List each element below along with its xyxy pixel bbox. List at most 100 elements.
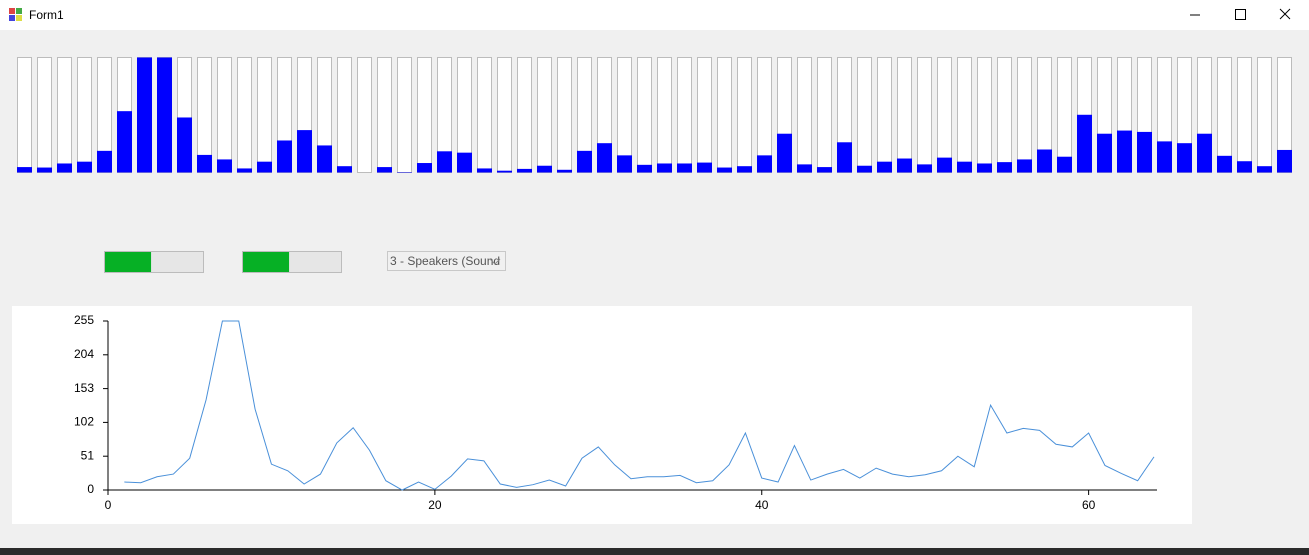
spectrum-bar	[137, 57, 152, 173]
y-tick-label: 204	[74, 347, 94, 361]
y-tick-label: 153	[74, 381, 94, 395]
spectrum-slot	[677, 57, 692, 173]
combo-arrow[interactable]	[489, 258, 501, 266]
spectrum-bar	[97, 150, 112, 173]
spectrum-slot	[357, 57, 372, 173]
spectrum-bar	[297, 130, 312, 173]
spectrum-bar	[37, 167, 52, 173]
x-tick-label: 40	[755, 498, 769, 512]
spectrum-slot	[337, 57, 352, 173]
spectrum-bar	[477, 168, 492, 173]
spectrum-slot	[797, 57, 812, 173]
spectrum-bar	[417, 163, 432, 173]
spectrum-slot	[377, 57, 392, 173]
spectrum-slot	[1057, 57, 1072, 173]
spectrum-slot	[817, 57, 832, 173]
spectrum-bar	[1117, 130, 1132, 173]
spectrum-slot	[257, 57, 272, 173]
spectrum-bar	[277, 140, 292, 173]
spectrum-slot	[857, 57, 872, 173]
spectrum-bar	[1077, 114, 1092, 173]
spectrum-bar	[1237, 161, 1252, 173]
maximize[interactable]	[1235, 9, 1246, 20]
close[interactable]	[1279, 8, 1291, 20]
spectrum-bar	[817, 167, 832, 173]
spectrum-slot	[1217, 57, 1232, 173]
spectrum-slot	[917, 57, 932, 173]
spectrum-slot	[737, 57, 752, 173]
spectrum-bar	[1197, 133, 1212, 173]
spectrum-slot	[57, 57, 72, 173]
spectrum-slot	[217, 57, 232, 173]
spectrum-bar	[737, 166, 752, 173]
spectrum-bar	[437, 151, 452, 173]
spectrum-slot	[1257, 57, 1272, 173]
spectrum-bar	[557, 169, 572, 173]
spectrum-bar	[697, 162, 712, 173]
spectrum-bar	[317, 145, 332, 173]
spectrum-bar	[617, 155, 632, 173]
spectrum-bar	[1277, 149, 1292, 173]
spectrum-slot	[997, 57, 1012, 173]
spectrum-slot	[937, 57, 952, 173]
y-tick-label: 0	[87, 482, 94, 496]
spectrum-slot	[37, 57, 52, 173]
spectrum-bar	[117, 111, 132, 173]
spectrum-bar	[1097, 133, 1112, 173]
spectrum-bar	[637, 164, 652, 173]
spectrum-bar	[517, 168, 532, 173]
x-tick-label: 20	[428, 498, 442, 512]
app-icon	[9, 8, 22, 21]
spectrum-slot	[957, 57, 972, 173]
chart-panel	[12, 306, 1192, 524]
device-combo[interactable]: 3 - Speakers (Sound	[387, 251, 506, 271]
spectrum-bar	[1177, 143, 1192, 173]
spectrum-slot	[17, 57, 32, 173]
spectrum-bar	[217, 159, 232, 173]
y-tick-label: 102	[74, 415, 94, 429]
x-tick-label: 0	[105, 498, 112, 512]
spectrum-slot	[477, 57, 492, 173]
spectrum-bar	[457, 152, 472, 173]
window-title: Form1	[29, 8, 64, 22]
spectrum-slot	[77, 57, 92, 173]
spectrum-bar	[677, 163, 692, 173]
level-bar	[243, 252, 290, 272]
spectrum-slot	[977, 57, 992, 173]
spectrum-bar	[537, 165, 552, 173]
spectrum-slot	[897, 57, 912, 173]
spectrum-bar	[1037, 149, 1052, 173]
spectrum-bar	[157, 57, 172, 173]
spectrum-slot	[417, 57, 432, 173]
spectrum-bar	[1017, 159, 1032, 173]
spectrum-bar	[917, 164, 932, 173]
spectrum-slot	[397, 57, 412, 173]
y-tick-label: 51	[81, 448, 95, 462]
spectrum-bar	[1157, 141, 1172, 173]
spectrum-bar	[797, 164, 812, 173]
spectrum-slot	[1237, 57, 1252, 173]
spectrum-bar	[857, 165, 872, 173]
spectrum-bar	[177, 117, 192, 173]
spectrum-bar	[757, 155, 772, 173]
spectrum-bar	[57, 163, 72, 173]
spectrum-slot	[517, 57, 532, 173]
spectrum-slot	[1017, 57, 1032, 173]
spectrum-bar	[377, 167, 392, 173]
form-body: 0 51 102 153 204 255 0 20 40 60	[12, 57, 1292, 524]
spectrum-bar	[337, 166, 352, 173]
spectrum-bar	[237, 168, 252, 173]
spectrum-bar	[17, 167, 32, 173]
taskbar-edge	[0, 548, 1309, 555]
spectrum-bar	[897, 158, 912, 173]
spectrum-bar	[597, 143, 612, 173]
spectrum-bar	[77, 161, 92, 173]
spectrum-slot	[757, 57, 772, 173]
spectrum-slot	[557, 57, 572, 173]
window-controls[interactable]	[1169, 0, 1309, 30]
spectrum-slot	[237, 57, 252, 173]
spectrum-slot	[697, 57, 712, 173]
spectrum-slot	[617, 57, 632, 173]
spectrum-slot	[497, 57, 512, 173]
level-bar	[105, 252, 152, 272]
